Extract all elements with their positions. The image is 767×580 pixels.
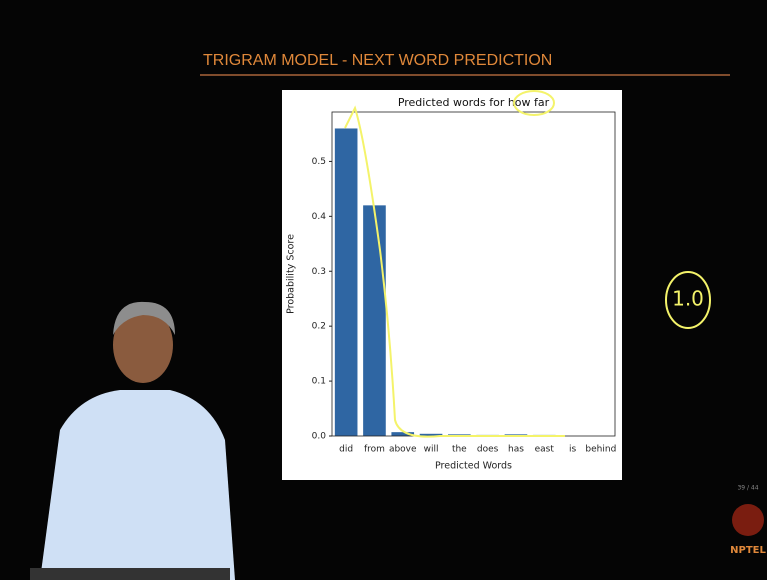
y-axis-label: Probability Score — [286, 234, 297, 314]
chart-panel — [282, 90, 622, 480]
x-tick-label: does — [477, 445, 499, 455]
x-axis-label: Predicted Words — [435, 461, 512, 472]
x-tick-label: is — [569, 445, 577, 455]
x-tick-label: from — [364, 445, 385, 455]
bar — [335, 128, 358, 436]
x-tick-label: behind — [585, 445, 616, 455]
handwritten-annotation: 1.0 — [672, 287, 704, 311]
x-tick-label: did — [339, 445, 353, 455]
logo-text: NPTEL — [730, 545, 766, 556]
y-tick-label: 0.4 — [312, 212, 327, 222]
page-number: 39 / 44 — [737, 485, 758, 492]
y-tick-label: 0.0 — [312, 432, 327, 442]
x-tick-label: the — [452, 445, 467, 455]
chart-title: Predicted words for how far — [398, 96, 550, 109]
y-tick-label: 0.3 — [312, 267, 326, 277]
y-tick-label: 0.1 — [312, 377, 326, 387]
bar — [363, 205, 386, 436]
slide-title: TRIGRAM MODEL - NEXT WORD PREDICTION — [203, 52, 552, 69]
x-tick-label: above — [389, 445, 417, 455]
y-tick-label: 0.2 — [312, 322, 326, 332]
page: TRIGRAM MODEL - NEXT WORD PREDICTION 1.0… — [0, 0, 767, 580]
logo-emblem — [732, 504, 764, 536]
slide: TRIGRAM MODEL - NEXT WORD PREDICTION 1.0… — [0, 0, 767, 580]
x-tick-label: east — [535, 445, 555, 455]
x-tick-label: will — [424, 445, 439, 455]
y-tick-label: 0.5 — [312, 157, 326, 167]
x-tick-label: has — [508, 445, 524, 455]
